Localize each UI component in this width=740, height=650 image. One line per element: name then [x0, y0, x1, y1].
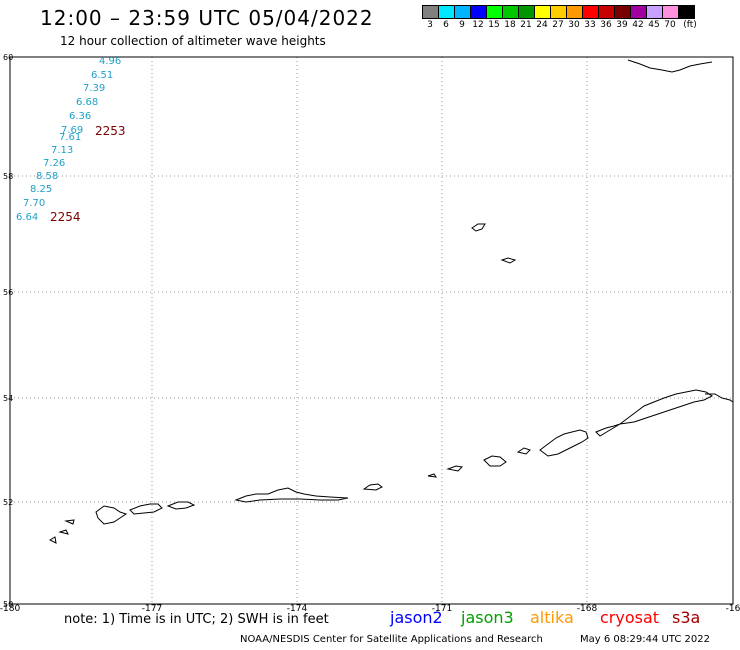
legend-label: 6 [443, 20, 449, 30]
map-title: 12:00 – 23:59 UTC 05/04/2022 [40, 6, 374, 30]
footer-note: note: 1) Time is in UTC; 2) SWH is in fe… [64, 612, 329, 627]
map-frame [9, 56, 734, 605]
wave-height-value: 7.26 [43, 158, 65, 169]
wave-height-value: 7.13 [51, 145, 73, 156]
lat-tick-label: 60 [3, 53, 13, 62]
legend-label: 3 [427, 20, 433, 30]
lon-tick-label: -16 [726, 604, 740, 614]
lon-tick-label: -168 [577, 604, 598, 614]
legend-label: 70 [664, 20, 676, 30]
legend-label: 15 [488, 20, 500, 30]
coastline-segment [446, 465, 464, 472]
coastline [48, 59, 734, 544]
coastline-segment [427, 473, 438, 478]
axis-ticks: 60 58 56 54 52 50-180 -177 -174 -171 -168 -16 [0, 53, 740, 614]
lon-tick-label: -171 [432, 604, 452, 614]
wave-height-value: 7.61 [59, 132, 81, 143]
legend-label: 24 [536, 20, 548, 30]
wave-height-value: 7.70 [23, 198, 45, 209]
coastline-segment [516, 447, 531, 455]
track-time-label: 2253 [95, 124, 126, 138]
lat-tick-label: 52 [3, 498, 13, 507]
track-time-label: 2254 [50, 210, 81, 224]
coastline-segment [166, 501, 196, 510]
coastline-segment [58, 529, 69, 535]
legend-swatch [678, 5, 695, 19]
lon-tick-label: -177 [142, 604, 162, 614]
wave-height-value: 8.58 [36, 171, 58, 182]
coastline-segment [234, 487, 349, 503]
coastline-segment [64, 519, 75, 525]
satellite-altika: altika [530, 608, 574, 627]
coastline-segment [619, 389, 713, 425]
wave-height-value: 6.36 [69, 111, 91, 122]
wave-height-value: 7.69 [61, 125, 83, 136]
coastline-segment [627, 59, 713, 73]
wave-height-value: 6.51 [91, 70, 113, 81]
legend-label: (ft) [683, 20, 697, 30]
legend-labels: 3 6 9 12 15 18 21 24 27 30 33 36 39 42 45 70 (ft) [422, 19, 740, 31]
wave-height-value: 4.96 [99, 56, 121, 67]
lon-tick-label: -180 [0, 604, 20, 614]
wave-height-legend: 3 6 9 12 15 18 21 24 27 30 33 36 39 42 45 70 (ft) [422, 5, 740, 31]
legend-label: 9 [459, 20, 465, 30]
satellite-track: 4.96 6.51 7.39 6.68 6.36 7.697.61 7.13 7.26 8.58… [16, 56, 126, 224]
coastline-segment [705, 393, 734, 403]
legend-label: 42 [632, 20, 644, 30]
coastline-segment [595, 423, 621, 437]
coastline-segment [95, 505, 128, 525]
coastline-segment [362, 483, 383, 491]
wave-height-value: 8.25 [30, 184, 52, 195]
legend-label: 45 [648, 20, 660, 30]
lat-tick-label: 58 [3, 172, 13, 181]
legend-color-scale [422, 5, 740, 19]
wave-height-value: 6.64 [16, 212, 38, 223]
map-subtitle: 12 hour collection of altimeter wave hei… [60, 34, 326, 48]
legend-label: 21 [520, 20, 532, 30]
coastline-segment [539, 429, 589, 457]
lon-tick-label: -174 [287, 604, 308, 614]
coastline-segment [483, 455, 507, 467]
lat-tick-label: 50 [3, 600, 13, 609]
satellite-s3a: s3a [672, 608, 701, 627]
coastline-segment [471, 223, 486, 232]
legend-label: 18 [504, 20, 516, 30]
generated-timestamp: May 6 08:29:44 UTC 2022 [580, 634, 710, 645]
legend-label: 12 [472, 20, 484, 30]
coastline-segment [48, 536, 57, 544]
legend-label: 39 [616, 20, 628, 30]
satellite-cryosat: cryosat [600, 608, 660, 627]
wave-height-value: 7.39 [83, 83, 105, 94]
lat-tick-label: 54 [3, 394, 13, 403]
coastline-segment [129, 503, 163, 515]
legend-label: 30 [568, 20, 580, 30]
map-grid [10, 57, 733, 604]
coastline-segment [500, 257, 517, 264]
legend-label: 27 [552, 20, 564, 30]
satellite-jason2: jason2 [390, 608, 443, 627]
satellite-jason3: jason3 [461, 608, 514, 627]
lat-tick-label: 56 [3, 288, 13, 297]
credit-line: NOAA/NESDIS Center for Satellite Applica… [240, 634, 543, 645]
legend-label: 33 [584, 20, 596, 30]
wave-height-value: 6.68 [76, 97, 98, 108]
legend-label: 36 [600, 20, 612, 30]
